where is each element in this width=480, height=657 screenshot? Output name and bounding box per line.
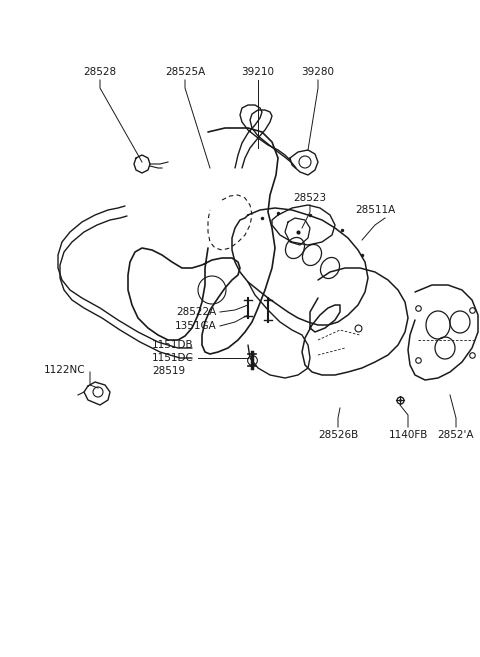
Text: 28511A: 28511A <box>355 205 395 215</box>
Text: 39210: 39210 <box>241 67 275 77</box>
Text: 2852'A: 2852'A <box>438 430 474 440</box>
Text: 28523: 28523 <box>293 193 326 203</box>
Text: 39280: 39280 <box>301 67 335 77</box>
Text: 1140FB: 1140FB <box>388 430 428 440</box>
Text: 1151DC: 1151DC <box>152 353 194 363</box>
Text: 28526B: 28526B <box>318 430 358 440</box>
Text: 28525A: 28525A <box>165 67 205 77</box>
Text: 1122NC: 1122NC <box>44 365 86 375</box>
Text: 28519: 28519 <box>152 366 185 376</box>
Text: 28522A: 28522A <box>176 307 216 317</box>
Text: 28528: 28528 <box>84 67 117 77</box>
Text: 1351GA: 1351GA <box>175 321 217 331</box>
Text: 1151DB: 1151DB <box>152 340 193 350</box>
